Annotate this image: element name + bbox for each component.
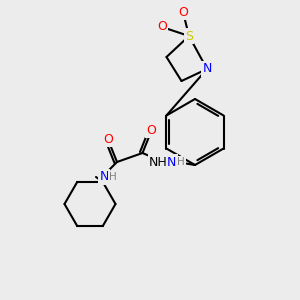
Text: H: H xyxy=(109,172,117,182)
Text: N: N xyxy=(167,155,177,169)
Text: O: O xyxy=(157,20,167,34)
Text: N: N xyxy=(202,62,212,76)
Text: NH: NH xyxy=(149,155,168,169)
Text: S: S xyxy=(185,29,193,43)
Text: O: O xyxy=(103,133,113,146)
Text: O: O xyxy=(147,124,156,137)
Text: H: H xyxy=(177,157,184,167)
Text: O: O xyxy=(178,5,188,19)
Text: N: N xyxy=(100,170,109,184)
